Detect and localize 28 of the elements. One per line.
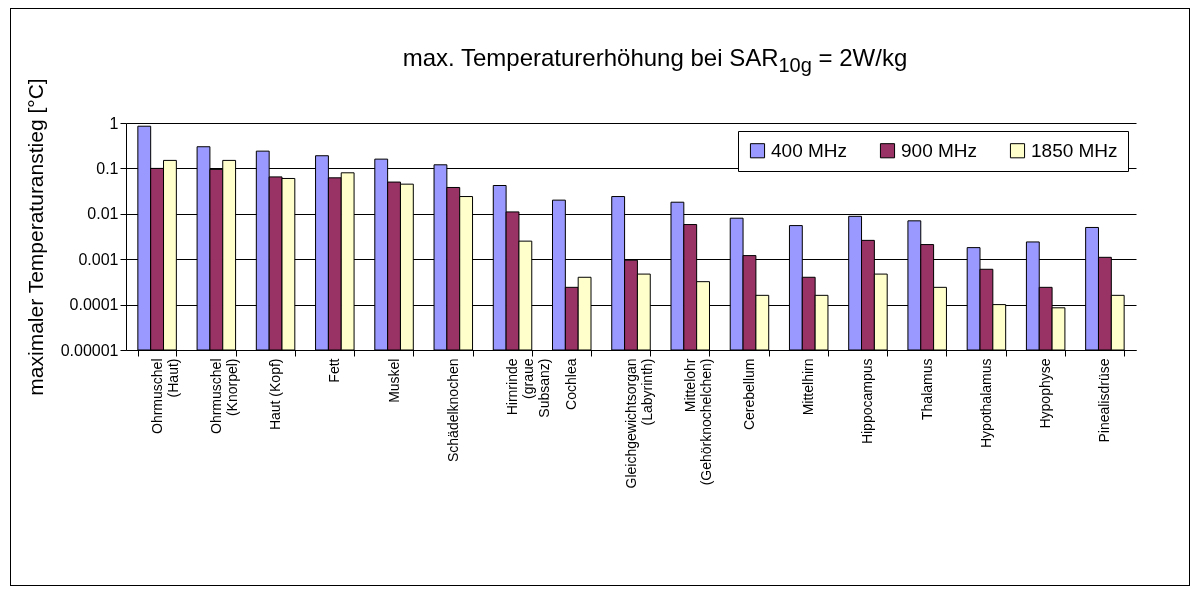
x-tick-label: Hirnrinde (graue Subsanz) <box>504 358 553 418</box>
y-tick-label: 0.00001 <box>60 341 119 359</box>
y-tick-label: 0.1 <box>96 159 119 177</box>
x-tick-label: Mittelhirn <box>800 358 817 416</box>
chart-title: max. Temperaturerhöhung bei SAR$_{10g}$ = 2W/kg <box>401 44 909 77</box>
x-tick-label: Cochlea <box>563 358 580 410</box>
x-tick-label: Thalamus <box>918 358 935 420</box>
y-axis-title: maximaler Temperaturanstieg [°C] <box>23 78 47 396</box>
x-tick-label: Cerebellum <box>740 358 757 431</box>
x-tick-label: Schädelknochen <box>444 358 461 463</box>
legend-label: 400 MHz <box>771 139 848 161</box>
y-tick-label: 0.01 <box>87 205 119 223</box>
x-tick-label: Gleichgewichtsorgan (Labyrinth) <box>622 358 655 489</box>
legend-label: 900 MHz <box>901 139 978 161</box>
x-tick-label: Fett <box>326 358 343 383</box>
x-tick-label: Haut (Kopf) <box>267 358 284 431</box>
x-tick-label: Mittelohr (Gehörknochelchen) <box>681 358 714 486</box>
y-tick-label: 1 <box>109 114 119 132</box>
x-tick-label: Pinealisdrüse <box>1096 358 1113 443</box>
x-tick-label: Hypophyse <box>1037 358 1054 429</box>
x-tick-label: Hippocampus <box>859 358 876 445</box>
y-tick-label: 0.001 <box>78 250 119 268</box>
x-tick-label: Muskel <box>385 358 402 403</box>
legend-label: 1850 MHz <box>1031 139 1118 161</box>
x-tick-label: Hypothalamus <box>977 358 994 448</box>
x-tick-label: Ohrmuschel (Knorpel) <box>207 358 240 434</box>
y-tick-label: 0.0001 <box>69 296 119 314</box>
x-tick-label: Ohrmuschel (Haut) <box>148 358 181 434</box>
